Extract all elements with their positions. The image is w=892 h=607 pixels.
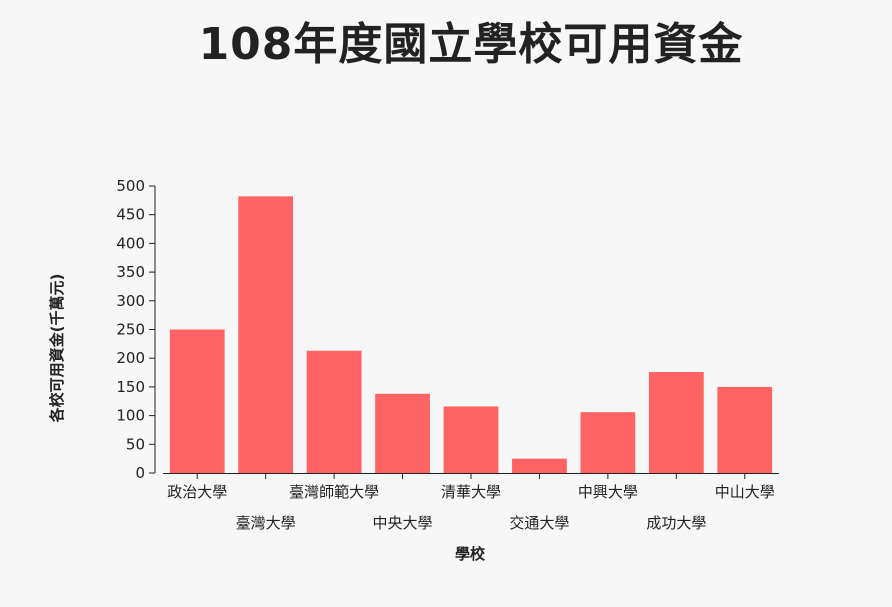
y-tick-label: 450	[116, 206, 145, 224]
x-tick-label: 臺灣大學	[236, 514, 296, 532]
x-tick-label: 中央大學	[373, 514, 433, 532]
y-axis-label: 各校可用資金(千萬元)	[48, 274, 66, 424]
bar	[648, 371, 704, 473]
bar	[512, 458, 567, 473]
y-tick-label: 400	[116, 234, 145, 252]
bar	[443, 406, 499, 473]
y-tick-label: 500	[116, 177, 145, 195]
bar	[375, 393, 430, 473]
y-tick-label: 50	[126, 435, 145, 453]
x-tick-label: 中山大學	[715, 483, 775, 501]
y-tick-label: 100	[116, 407, 145, 425]
x-tick-label: 臺灣師範大學	[289, 483, 379, 501]
bar	[169, 329, 225, 473]
x-tick-label: 政治大學	[167, 483, 227, 501]
chart-title: 108年度國立學校可用資金	[198, 19, 744, 70]
y-tick-label: 350	[116, 263, 145, 281]
y-tick-label: 300	[116, 292, 145, 310]
x-tick-label: 交通大學	[509, 514, 569, 532]
bar	[580, 412, 636, 473]
bars-group	[169, 196, 773, 473]
y-axis: 0 50 100 150 200 250 300 350 400 450 500	[116, 177, 156, 482]
x-tick-label: 成功大學	[646, 514, 706, 532]
bar	[238, 196, 294, 473]
y-tick-label: 250	[116, 321, 145, 339]
y-tick-label: 0	[135, 464, 145, 482]
x-tick-label: 中興大學	[578, 483, 638, 501]
y-tick-label: 150	[116, 378, 145, 396]
bar	[717, 386, 773, 473]
x-axis-label: 學校	[455, 545, 486, 563]
bar	[306, 350, 362, 473]
y-tick-label: 200	[116, 349, 145, 367]
x-tick-label: 清華大學	[441, 483, 501, 501]
